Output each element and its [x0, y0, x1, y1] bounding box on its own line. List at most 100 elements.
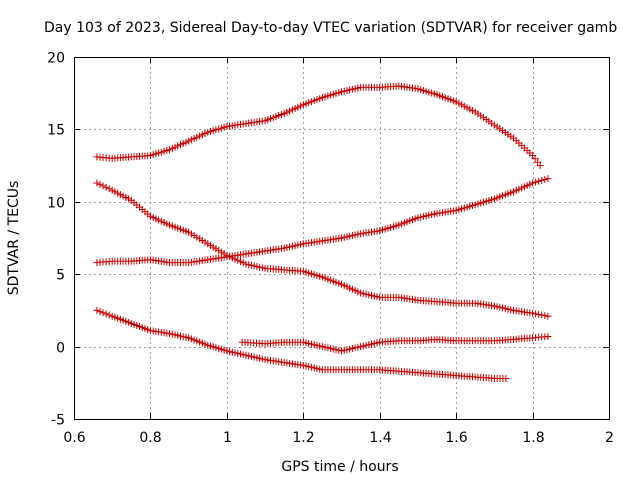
data-point [149, 215, 151, 217]
data-point [455, 101, 457, 103]
series-track-4 [93, 306, 510, 382]
y-tick-label: -5 [51, 413, 65, 429]
data-point [111, 189, 113, 191]
data-point [512, 309, 515, 311]
series-markers [93, 306, 510, 382]
data-point [226, 350, 228, 352]
data-point [539, 165, 541, 167]
data-point [96, 156, 98, 158]
data-point [417, 372, 419, 374]
data-point [264, 359, 266, 361]
data-point [512, 338, 515, 340]
y-tick-label: 20 [47, 51, 65, 67]
data-point [245, 123, 247, 125]
data-point [360, 346, 362, 348]
data-point [398, 224, 400, 226]
data-point [283, 247, 285, 249]
plot-frame [74, 57, 610, 420]
x-tick-label: 1.6 [445, 430, 467, 446]
grid [74, 57, 609, 419]
x-tick-label: 0.6 [63, 430, 85, 446]
data-point [264, 343, 266, 345]
x-tick-label: 1.4 [369, 430, 391, 446]
data-point [474, 302, 476, 304]
x-axis-label: GPS time / hours [281, 459, 398, 475]
data-point [130, 260, 132, 262]
data-point [226, 254, 228, 256]
data-point [493, 340, 495, 342]
data-point [321, 276, 323, 278]
data-point [360, 292, 362, 294]
data-point [207, 344, 209, 346]
data-point [532, 182, 534, 184]
data-point [532, 337, 534, 339]
data-point [417, 299, 419, 301]
data-point [493, 305, 495, 307]
data-point [241, 341, 243, 343]
data-point [360, 86, 362, 88]
data-point [245, 263, 247, 265]
data-point [302, 104, 304, 106]
data-point [360, 233, 362, 235]
series-markers [93, 179, 552, 320]
data-point [398, 340, 400, 342]
data-point [168, 333, 171, 335]
data-point [512, 191, 515, 193]
data-point [340, 91, 343, 93]
y-tick-label: 5 [56, 268, 65, 284]
data-point [188, 231, 190, 233]
data-point [96, 262, 98, 264]
data-point [436, 338, 438, 340]
data-point [321, 240, 323, 242]
data-point [474, 340, 476, 342]
data-point [455, 302, 457, 304]
data-point [188, 337, 190, 339]
x-tick-label: 0.8 [139, 430, 161, 446]
data-point [340, 350, 343, 352]
data-point [360, 369, 362, 371]
y-axis-label: SDTVAR / TECUs [6, 181, 22, 296]
data-points [93, 82, 552, 382]
data-point [321, 346, 323, 348]
data-point [455, 340, 457, 342]
data-point [532, 154, 534, 157]
data-point [283, 112, 285, 115]
data-point [168, 149, 171, 151]
series-track-1 [93, 82, 544, 170]
data-point [474, 111, 476, 113]
data-point [493, 198, 495, 200]
data-point [321, 96, 323, 99]
data-point [168, 262, 171, 264]
series-track-3 [93, 179, 552, 320]
data-point [493, 377, 495, 380]
data-point [474, 204, 476, 206]
x-tick-label: 1 [223, 430, 232, 446]
data-point [417, 217, 419, 219]
data-point [379, 86, 381, 88]
data-point [493, 124, 495, 126]
data-point [398, 296, 400, 298]
data-point [111, 315, 113, 317]
data-point [417, 88, 419, 90]
data-point [130, 199, 132, 201]
data-point [111, 157, 113, 159]
series-track-2 [93, 175, 552, 267]
data-point [379, 369, 381, 371]
data-point [111, 260, 113, 262]
data-point [547, 315, 549, 317]
series-markers [93, 175, 552, 267]
data-point [436, 94, 438, 96]
x-tick-label: 2 [605, 430, 614, 446]
data-point [340, 369, 343, 371]
data-point [245, 253, 247, 255]
data-point [436, 301, 438, 303]
data-point [340, 237, 343, 239]
chart-title: Day 103 of 2023, Sidereal Day-to-day VTE… [44, 20, 617, 36]
data-point [283, 341, 285, 343]
axis-ticks: 0.6 0.8 1 1.2 1.4 1.6 1.8 2 -5 0 5 10 15 20 [47, 51, 614, 447]
data-point [302, 270, 304, 272]
data-point [302, 341, 304, 343]
data-point [398, 370, 400, 372]
data-point [436, 373, 438, 375]
data-point [417, 340, 419, 342]
